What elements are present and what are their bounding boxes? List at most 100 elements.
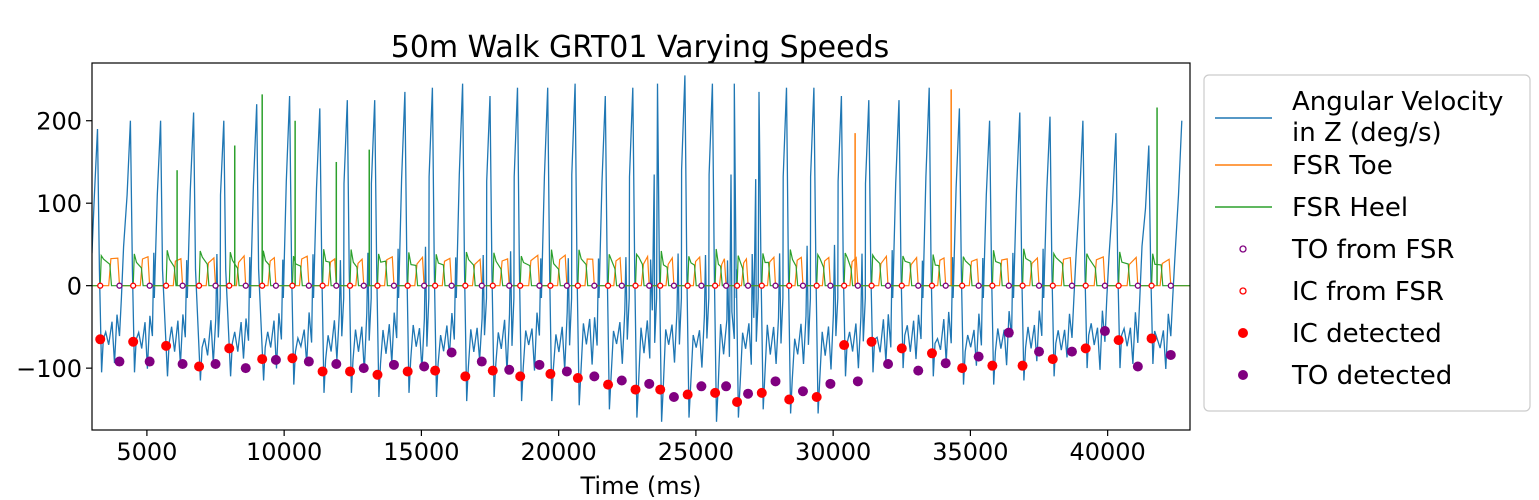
x-tick-label: 30000 bbox=[795, 438, 871, 466]
to-from-fsr-point bbox=[536, 282, 543, 289]
ic-from-fsr-point bbox=[684, 282, 691, 289]
ic-detected-point bbox=[957, 363, 968, 374]
to-from-fsr-point bbox=[478, 282, 485, 289]
to-detected-point bbox=[616, 375, 627, 386]
to-detected-point bbox=[770, 376, 781, 387]
angular-velocity-line bbox=[92, 75, 1183, 422]
ic-from-fsr-point bbox=[517, 282, 524, 289]
to-detected-point bbox=[1132, 361, 1143, 372]
x-tick-label: 40000 bbox=[1069, 438, 1145, 466]
x-tick-label: 20000 bbox=[520, 438, 596, 466]
to-from-fsr-point bbox=[744, 282, 752, 289]
y-tick-label: 100 bbox=[36, 190, 82, 218]
ic-detected-point bbox=[460, 371, 471, 382]
legend-swatch bbox=[1239, 287, 1247, 295]
legend-label: FSR Heel bbox=[1292, 193, 1408, 223]
ic-detected-point bbox=[682, 389, 693, 400]
to-from-fsr-point bbox=[646, 282, 653, 289]
to-detected-point bbox=[114, 356, 125, 367]
to-from-fsr-point bbox=[772, 282, 779, 289]
to-detected-point bbox=[331, 359, 342, 370]
to-detected-point bbox=[852, 376, 863, 387]
ic-from-fsr-point bbox=[989, 282, 996, 289]
ic-detected-point bbox=[987, 360, 998, 371]
ic-from-fsr-point bbox=[319, 282, 326, 289]
legend-label: IC from FSR bbox=[1292, 277, 1444, 307]
ic-detected-point bbox=[572, 373, 583, 384]
ic-detected-point bbox=[1017, 360, 1028, 371]
to-detected-point bbox=[721, 381, 732, 392]
to-from-fsr-point bbox=[722, 282, 730, 289]
ic-detected-point bbox=[224, 343, 235, 354]
to-from-fsr-point bbox=[884, 282, 892, 289]
to-from-fsr-point bbox=[212, 282, 219, 289]
plot-frame bbox=[91, 62, 1191, 431]
to-detected-point bbox=[743, 388, 754, 399]
ic-from-fsr-point bbox=[547, 282, 554, 289]
ic-from-fsr-point bbox=[289, 282, 296, 289]
x-axis-title: Time (ms) bbox=[580, 472, 702, 500]
plot-area bbox=[91, 62, 1191, 431]
to-from-fsr-point bbox=[420, 282, 428, 289]
to-from-fsr-point bbox=[563, 282, 571, 289]
legend-label: TO from FSR bbox=[1291, 235, 1454, 265]
x-axis: 5000 10000 15000 20000 25000 30000 35000 40000 bbox=[116, 430, 1146, 466]
ic-detected-point bbox=[896, 343, 907, 354]
to-detected-point bbox=[1099, 326, 1110, 337]
to-from-fsr-point bbox=[242, 282, 249, 289]
to-from-fsr-point bbox=[1068, 282, 1076, 289]
to-detected-point bbox=[210, 359, 221, 370]
to-detected-point bbox=[644, 378, 655, 389]
to-detected-point bbox=[270, 354, 281, 365]
to-detected-point bbox=[1165, 349, 1176, 360]
ic-from-fsr-point bbox=[1019, 282, 1026, 289]
ic-detected-point bbox=[161, 340, 172, 351]
ic-from-fsr-point bbox=[1049, 282, 1056, 289]
ic-detected-point bbox=[287, 353, 298, 364]
ic-detected-point bbox=[317, 366, 328, 377]
ic-detected-point bbox=[487, 365, 498, 376]
y-tick-label: 0 bbox=[67, 273, 82, 301]
ic-from-fsr-point bbox=[431, 282, 439, 289]
to-detected-point bbox=[388, 359, 399, 370]
to-detected-point bbox=[797, 386, 808, 397]
fsr-toe-line bbox=[92, 254, 1190, 287]
to-detected-point bbox=[883, 359, 894, 370]
ic-detected-point bbox=[430, 365, 441, 376]
ic-from-fsr-point bbox=[711, 282, 719, 289]
legend-label: Angular Velocity bbox=[1292, 87, 1503, 117]
to-from-fsr-point bbox=[116, 282, 123, 289]
to-from-fsr-point bbox=[1005, 282, 1012, 289]
ic-from-fsr-point bbox=[346, 282, 354, 289]
legend-label: TO detected bbox=[1291, 361, 1452, 391]
ic-from-fsr-point bbox=[195, 282, 203, 289]
ic-from-fsr-point bbox=[959, 282, 966, 289]
to-from-fsr-point bbox=[591, 282, 598, 289]
ic-from-fsr-point bbox=[657, 282, 664, 289]
to-detected-point bbox=[1003, 327, 1014, 338]
to-detected-point bbox=[1066, 346, 1077, 357]
to-detected-point bbox=[177, 359, 188, 370]
to-from-fsr-point bbox=[698, 282, 705, 289]
to-detected-point bbox=[973, 351, 984, 362]
to-from-fsr-point bbox=[448, 282, 455, 289]
ic-detected-point bbox=[732, 396, 743, 407]
to-from-fsr-point bbox=[975, 282, 982, 289]
y-axis: 200 100 0 −100 bbox=[16, 108, 92, 383]
to-from-fsr-point bbox=[1167, 282, 1174, 289]
ic-detected-point bbox=[710, 387, 721, 398]
ic-from-fsr-point bbox=[898, 282, 905, 289]
ic-detected-point bbox=[257, 354, 268, 365]
ic-detected-point bbox=[515, 371, 526, 382]
legend: Angular Velocity in Z (deg/s)FSR Toe FSR … bbox=[1203, 74, 1531, 412]
to-from-fsr-point bbox=[179, 282, 186, 289]
ic-detected-point bbox=[1047, 354, 1058, 365]
to-detected-point bbox=[303, 356, 314, 367]
legend-swatch bbox=[1238, 370, 1248, 380]
to-from-fsr-point bbox=[942, 282, 949, 289]
ic-from-fsr-point bbox=[97, 282, 104, 289]
ic-from-fsr-point bbox=[928, 282, 936, 289]
ic-from-fsr-point bbox=[758, 282, 765, 289]
to-detected-point bbox=[534, 359, 545, 370]
marker-layer bbox=[95, 282, 1176, 407]
